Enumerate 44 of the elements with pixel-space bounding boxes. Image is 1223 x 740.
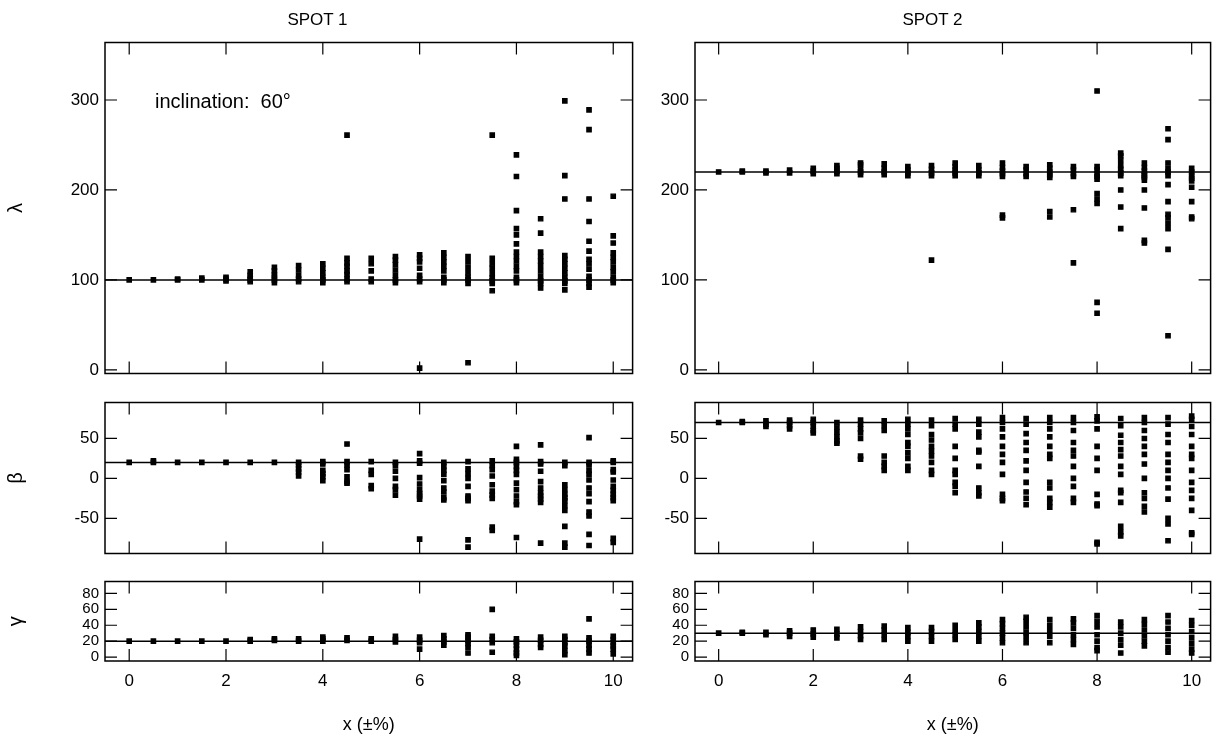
chart-title: SPOT 1 [287,9,348,29]
y-axis-title: λ [3,202,26,213]
y-tick-label: 0 [90,647,99,665]
y-axis-title: β [3,472,26,484]
y-tick-label: 50 [80,428,99,448]
y-tick-label: 20 [82,631,99,649]
y-tick-label: 0 [89,468,99,488]
y-axis-title: γ [3,616,26,627]
y-tick-label: 300 [70,89,99,109]
x-tick-label: 0 [713,670,724,690]
y-tick-label: 0 [680,647,689,665]
x-axis-title: x (±%) [342,714,395,735]
x-tick-label: 4 [903,670,913,690]
x-tick-label: 6 [997,670,1008,690]
x-tick-label: 10 [1182,670,1202,690]
y-tick-label: 40 [82,615,99,633]
y-tick-label: 60 [672,599,689,617]
y-tick-label: 0 [89,359,99,379]
y-tick-label: 40 [672,615,689,633]
x-tick-label: 8 [1092,670,1102,690]
x-tick-label: 6 [414,670,425,690]
x-tick-label: 2 [221,670,231,690]
chart-title: SPOT 2 [902,9,963,29]
y-tick-label: 80 [672,583,689,601]
y-tick-label: 20 [672,631,689,649]
y-tick-label: 80 [82,583,99,601]
x-tick-label: 10 [603,670,623,690]
x-tick-label: 0 [124,670,134,690]
y-tick-label: 200 [70,179,99,199]
y-tick-label: 100 [660,269,689,289]
x-tick-label: 2 [808,670,818,690]
y-tick-label: -50 [74,508,99,528]
y-tick-label: 50 [670,428,689,448]
y-tick-label: 300 [660,89,689,109]
y-tick-label: 0 [679,359,689,379]
x-tick-label: 8 [511,670,522,690]
y-tick-label: -50 [664,508,689,528]
annotation: inclination: 60° [155,89,291,112]
y-tick-label: 60 [82,599,99,617]
y-tick-label: 0 [679,468,689,488]
y-tick-label: 100 [70,269,99,289]
x-axis-title: x (±%) [926,714,979,735]
y-tick-label: 200 [660,179,689,199]
x-tick-label: 4 [318,670,328,690]
